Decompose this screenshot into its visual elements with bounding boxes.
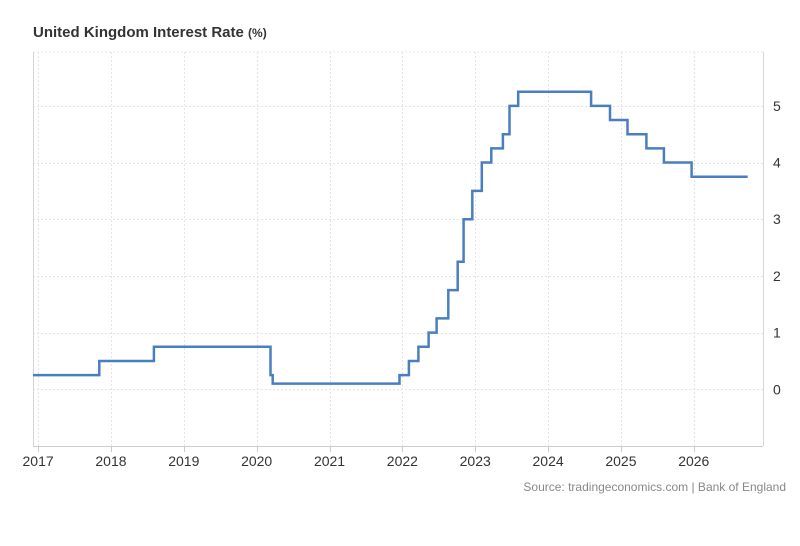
chart-title-text: United Kingdom Interest Rate	[33, 24, 244, 41]
x-tick-label: 2020	[241, 453, 272, 469]
x-tick-label: 2026	[678, 453, 709, 469]
series-line	[33, 90, 748, 385]
chart-title: United Kingdom Interest Rate (%)	[33, 24, 267, 41]
source-note: Source: tradingeconomics.com | Bank of E…	[523, 480, 786, 494]
y-tick-label: 0	[773, 381, 781, 397]
axis-layer	[33, 52, 764, 452]
x-tick-label: 2022	[387, 453, 418, 469]
x-tick-label: 2023	[460, 453, 491, 469]
x-tick-label: 2018	[95, 453, 126, 469]
y-tick-label: 5	[773, 98, 781, 114]
x-tick-label: 2025	[605, 453, 636, 469]
y-tick-label: 2	[773, 268, 781, 284]
x-tick-label: 2021	[314, 453, 345, 469]
chart-title-unit: (%)	[248, 26, 267, 40]
grid-layer	[33, 51, 763, 446]
y-tick-label: 1	[773, 325, 781, 341]
x-tick-label: 2017	[23, 453, 54, 469]
tick-label-layer: 2017 2018 2019 2020 2021 2022 2023 2024 2025 2026…	[23, 98, 781, 469]
y-tick-label: 3	[773, 211, 781, 227]
x-tick-label: 2024	[533, 453, 564, 469]
series-layer	[33, 90, 748, 385]
x-tick-label: 2019	[168, 453, 199, 469]
y-tick-label: 4	[773, 155, 781, 171]
